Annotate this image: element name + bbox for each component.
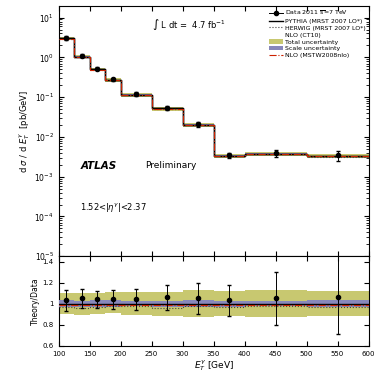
Y-axis label: Theory/Data: Theory/Data: [31, 277, 40, 325]
Text: $\int$ L dt =  4.7 fb$^{-1}$: $\int$ L dt = 4.7 fb$^{-1}$: [152, 17, 225, 32]
Legend: Data 2011 $\overline{\mathrm{s}}$=7 TeV, PYTHIA (MRST 2007 LO*), HERWIG (MRST 20: Data 2011 $\overline{\mathrm{s}}$=7 TeV,…: [268, 8, 367, 59]
Y-axis label: d $\sigma$ / d $E_T^{\gamma}$  [pb/GeV]: d $\sigma$ / d $E_T^{\gamma}$ [pb/GeV]: [17, 89, 32, 173]
Text: Preliminary: Preliminary: [146, 161, 197, 170]
X-axis label: $E_T^{\gamma}$ [GeV]: $E_T^{\gamma}$ [GeV]: [194, 358, 234, 373]
Text: 1.52<|$\eta^{\gamma}$|<2.37: 1.52<|$\eta^{\gamma}$|<2.37: [80, 201, 147, 214]
Text: ATLAS: ATLAS: [80, 161, 116, 171]
